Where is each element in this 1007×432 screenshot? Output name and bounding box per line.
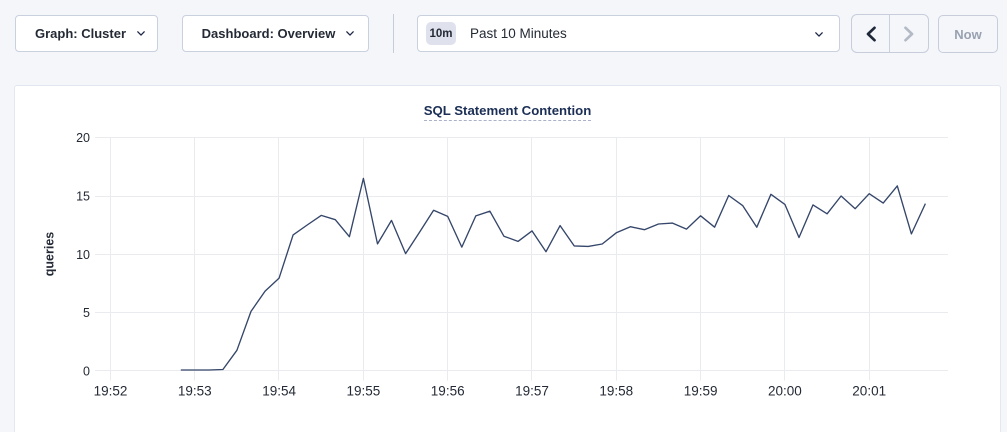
svg-text:5: 5 — [83, 306, 90, 320]
svg-text:19:54: 19:54 — [262, 384, 296, 399]
svg-text:queries: queries — [43, 232, 57, 277]
svg-text:19:56: 19:56 — [431, 384, 465, 399]
svg-text:10: 10 — [76, 248, 90, 262]
svg-text:19:52: 19:52 — [94, 384, 128, 399]
svg-text:19:55: 19:55 — [347, 384, 381, 399]
svg-text:20:00: 20:00 — [768, 384, 802, 399]
svg-text:19:57: 19:57 — [515, 384, 549, 399]
svg-text:20:01: 20:01 — [852, 384, 886, 399]
svg-text:19:53: 19:53 — [178, 384, 212, 399]
svg-text:15: 15 — [76, 190, 90, 204]
svg-text:0: 0 — [83, 364, 90, 378]
svg-text:20: 20 — [76, 131, 90, 145]
svg-text:19:59: 19:59 — [684, 384, 718, 399]
svg-text:19:58: 19:58 — [599, 384, 633, 399]
